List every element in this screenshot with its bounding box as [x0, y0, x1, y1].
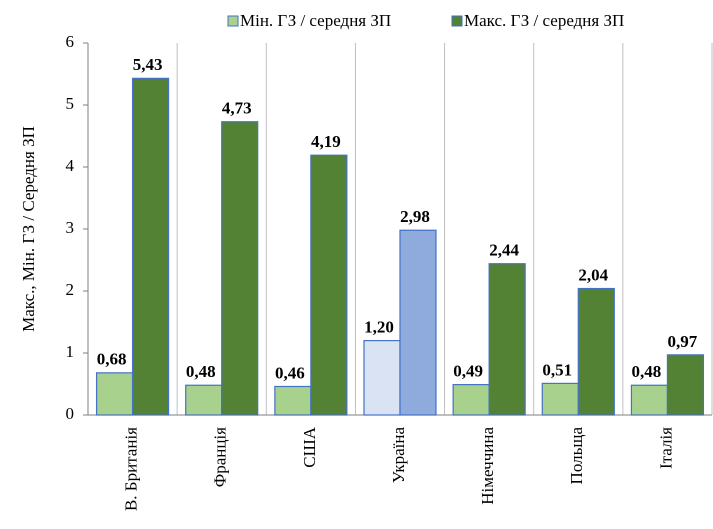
bar: [452, 384, 490, 416]
data-label: 0,49: [453, 362, 483, 381]
x-tick-label: США: [300, 426, 319, 467]
x-tick-label: Україна: [389, 427, 408, 484]
y-tick-label: 4: [66, 156, 75, 175]
x-tick-label: Польща: [567, 427, 586, 485]
legend-label: Макс. ГЗ / середня ЗП: [464, 11, 624, 30]
bar: [274, 385, 312, 416]
data-label: 2,04: [578, 265, 608, 284]
bar: [310, 154, 348, 416]
data-label: 0,68: [97, 350, 127, 369]
bar: [541, 382, 579, 416]
bar: [363, 340, 401, 416]
data-label: 4,19: [311, 132, 341, 151]
x-tick-label: Франція: [211, 427, 230, 487]
data-label: 0,48: [632, 362, 662, 381]
data-label: 1,20: [364, 318, 394, 337]
y-tick-label: 5: [66, 94, 75, 113]
y-axis-label: Макс., Мін. ГЗ / Середня ЗП: [19, 126, 38, 332]
y-tick-label: 3: [66, 218, 75, 237]
data-label: 0,48: [186, 362, 216, 381]
legend-swatch: [227, 15, 239, 27]
bar: [95, 372, 134, 416]
data-label: 4,73: [222, 99, 252, 118]
data-label: 0,97: [668, 332, 698, 351]
legend-label: Мін. ГЗ / середня ЗП: [240, 11, 391, 30]
y-tick-label: 1: [66, 342, 75, 361]
data-label: 5,43: [133, 55, 163, 74]
bar: [131, 77, 170, 416]
bar: [630, 384, 669, 416]
data-label: 2,44: [489, 241, 519, 260]
bar: [185, 384, 223, 416]
bar: [221, 121, 259, 416]
legend-swatch: [451, 15, 463, 27]
x-tick-label: Німеччина: [478, 427, 497, 505]
data-label: 0,46: [275, 363, 305, 382]
x-tick-label: В. Британія: [121, 427, 140, 511]
bar: [666, 354, 705, 416]
bar: [577, 287, 615, 416]
y-tick-label: 0: [66, 404, 75, 423]
y-tick-label: 6: [66, 32, 75, 51]
data-label: 0,51: [542, 360, 572, 379]
bar: [399, 229, 437, 416]
y-tick-label: 2: [66, 280, 75, 299]
x-tick-label: Італія: [656, 427, 675, 469]
data-label: 2,98: [400, 207, 430, 226]
bar: [488, 263, 526, 416]
